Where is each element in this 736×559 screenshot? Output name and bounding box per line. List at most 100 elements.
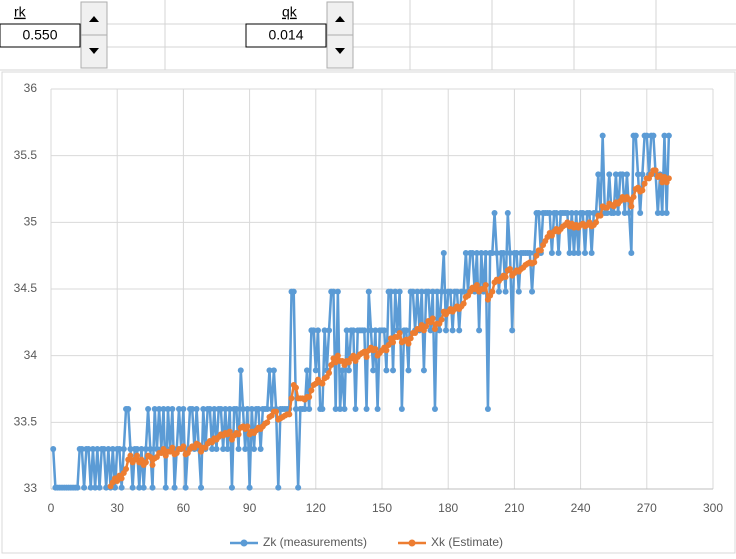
data-point bbox=[149, 462, 156, 468]
y-tick-label: 33.5 bbox=[14, 415, 38, 429]
data-point bbox=[390, 367, 397, 374]
data-point bbox=[652, 167, 659, 174]
x-tick-label: 300 bbox=[703, 501, 723, 515]
data-point bbox=[425, 288, 432, 295]
data-point bbox=[147, 446, 154, 452]
data-point bbox=[100, 446, 107, 452]
value-box[interactable] bbox=[245, 23, 327, 48]
data-point bbox=[548, 250, 555, 256]
data-point bbox=[160, 406, 167, 412]
data-point bbox=[361, 327, 368, 334]
data-point bbox=[363, 406, 370, 412]
data-point bbox=[473, 282, 480, 288]
data-point bbox=[180, 443, 187, 450]
legend-label: Xk (Estimate) bbox=[431, 535, 503, 549]
data-point bbox=[414, 288, 421, 295]
data-point bbox=[387, 288, 394, 295]
data-point bbox=[138, 456, 145, 463]
data-point bbox=[266, 367, 273, 374]
data-point bbox=[513, 250, 520, 256]
data-point bbox=[593, 219, 600, 226]
data-point bbox=[555, 250, 562, 256]
data-point bbox=[217, 406, 224, 412]
data-point bbox=[370, 367, 377, 374]
data-point bbox=[248, 406, 255, 412]
data-point bbox=[639, 171, 646, 178]
data-point bbox=[654, 210, 661, 216]
data-point bbox=[442, 327, 449, 334]
data-point bbox=[142, 446, 149, 452]
data-point bbox=[621, 210, 628, 216]
x-tick-label: 120 bbox=[306, 501, 326, 515]
data-point bbox=[535, 210, 542, 216]
data-point bbox=[431, 406, 438, 412]
data-point bbox=[478, 250, 485, 256]
data-point bbox=[171, 484, 178, 491]
data-point bbox=[134, 446, 141, 452]
data-point bbox=[288, 395, 295, 402]
data-point bbox=[94, 446, 101, 452]
data-point bbox=[429, 315, 436, 322]
data-point bbox=[213, 446, 220, 452]
data-point bbox=[537, 247, 544, 254]
data-point bbox=[526, 250, 533, 256]
data-point bbox=[469, 250, 476, 256]
data-point bbox=[365, 288, 372, 295]
data-point bbox=[74, 484, 81, 491]
data-point bbox=[546, 210, 553, 216]
data-point bbox=[650, 132, 657, 139]
data-point bbox=[175, 406, 182, 412]
data-point bbox=[160, 446, 167, 452]
data-point bbox=[169, 444, 176, 451]
data-point bbox=[615, 210, 622, 216]
data-point bbox=[193, 406, 200, 412]
data-point bbox=[345, 367, 352, 374]
y-tick-label: 35 bbox=[24, 215, 38, 229]
data-point bbox=[420, 367, 427, 374]
data-point bbox=[180, 406, 187, 412]
data-point bbox=[116, 446, 123, 452]
data-point bbox=[495, 288, 502, 295]
data-point bbox=[246, 484, 253, 491]
x-tick-label: 90 bbox=[243, 501, 257, 515]
data-point bbox=[482, 282, 489, 288]
control-value: 0.014 bbox=[268, 27, 303, 43]
data-point bbox=[582, 250, 589, 256]
data-point bbox=[255, 406, 262, 412]
data-point bbox=[308, 387, 315, 394]
data-point bbox=[189, 406, 196, 412]
data-point bbox=[200, 406, 207, 412]
data-point bbox=[641, 180, 648, 187]
data-point bbox=[392, 288, 399, 295]
data-point bbox=[162, 484, 169, 491]
data-point bbox=[319, 406, 326, 412]
data-point bbox=[405, 367, 412, 374]
data-point bbox=[343, 327, 350, 334]
data-point bbox=[606, 171, 613, 178]
data-point bbox=[264, 406, 271, 412]
y-tick-label: 34.5 bbox=[14, 281, 38, 295]
data-point bbox=[127, 446, 134, 452]
data-point bbox=[78, 446, 85, 452]
data-point bbox=[120, 446, 127, 452]
y-tick-label: 33 bbox=[24, 481, 38, 495]
data-point bbox=[434, 288, 441, 295]
data-point bbox=[500, 250, 507, 256]
data-point bbox=[595, 171, 602, 178]
data-point bbox=[568, 210, 575, 216]
spinner[interactable] bbox=[326, 1, 354, 69]
data-point bbox=[244, 406, 251, 412]
data-point bbox=[337, 406, 344, 412]
data-point bbox=[211, 406, 218, 412]
data-point bbox=[140, 484, 147, 491]
data-point bbox=[264, 419, 271, 426]
data-point bbox=[339, 367, 346, 374]
data-point bbox=[209, 446, 216, 452]
data-point bbox=[553, 210, 560, 216]
value-box[interactable] bbox=[0, 23, 81, 48]
data-point bbox=[423, 323, 430, 330]
data-point bbox=[533, 252, 540, 259]
spinner[interactable] bbox=[80, 1, 108, 69]
data-point bbox=[295, 484, 302, 491]
y-tick-label: 36 bbox=[24, 81, 38, 95]
